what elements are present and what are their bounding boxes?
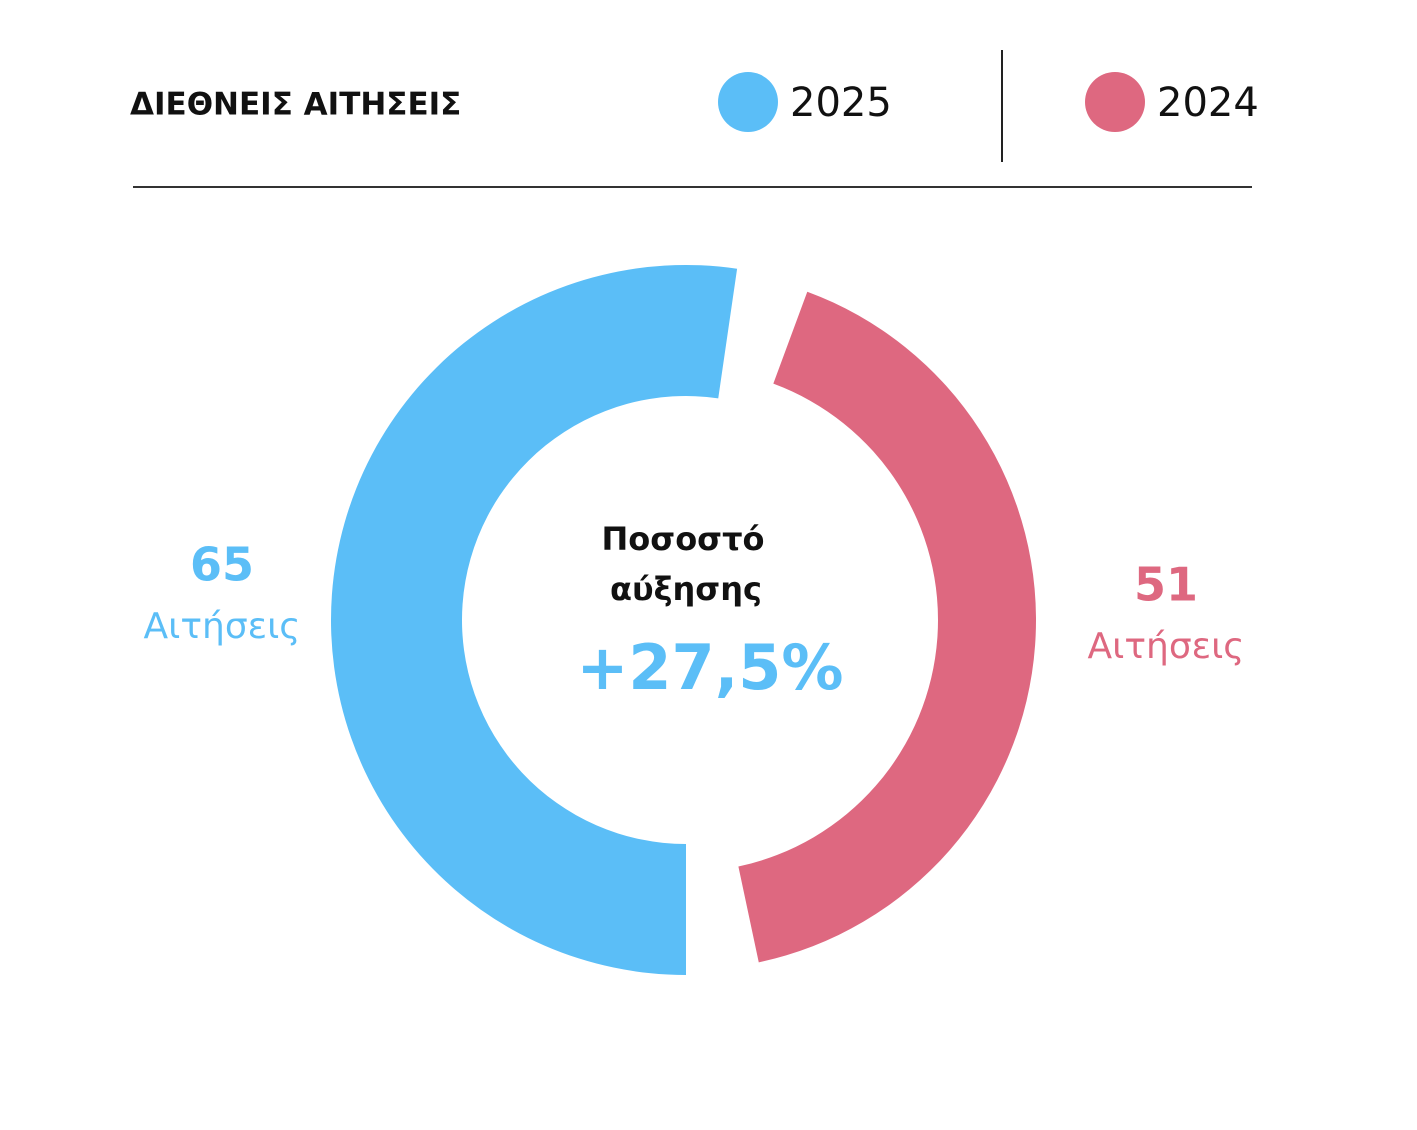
unit-label: Αιτήσεις [1088, 626, 1245, 667]
legend-swatch [718, 72, 778, 132]
donut-segment [738, 291, 1036, 963]
legend-label: 2025 [790, 80, 892, 126]
center-label: αύξησης [610, 570, 762, 608]
value-label: 65 [190, 538, 254, 592]
legend-label: 2024 [1157, 80, 1259, 126]
center-label: Ποσοστό [602, 520, 765, 558]
legend-swatch [1085, 72, 1145, 132]
value-label: 51 [1134, 558, 1198, 612]
center-value: +27,5% [576, 631, 843, 704]
chart-title: ΔΙΕΘΝΕΙΣ ΑΙΤΗΣΕΙΣ [130, 87, 461, 123]
donut-segment [330, 265, 738, 975]
unit-label: Αιτήσεις [144, 606, 301, 647]
